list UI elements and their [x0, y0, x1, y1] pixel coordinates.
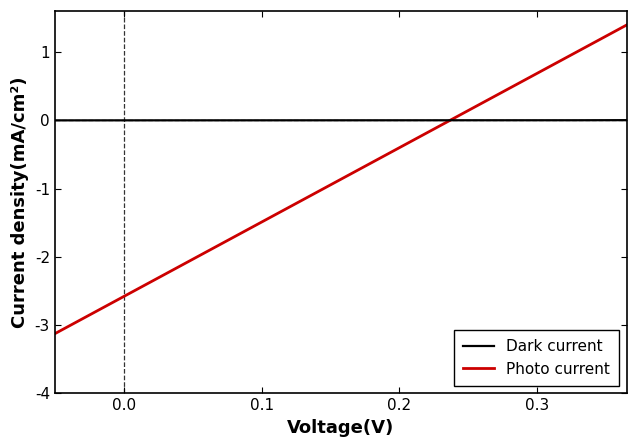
Photo current [606, 31, 614, 37]
Dark current [607, 117, 614, 123]
Line: Photo current: Photo current [55, 25, 627, 334]
Dark current [80, 118, 88, 123]
Photo current [80, 315, 88, 321]
X-axis label: Voltage(V): Voltage(V) [287, 419, 394, 437]
Legend: Dark current, Photo current: Dark current, Photo current [454, 330, 619, 386]
Dark current [623, 117, 631, 123]
Photo current [501, 88, 509, 93]
Photo current [607, 31, 614, 37]
Dark current [606, 117, 614, 123]
Photo current [623, 22, 631, 28]
Y-axis label: Current density(mA/cm²): Current density(mA/cm²) [11, 77, 29, 328]
Dark current [501, 118, 509, 123]
Photo current [314, 189, 322, 194]
Dark current [314, 118, 322, 123]
Photo current [51, 331, 59, 336]
Dark current [329, 118, 337, 123]
Photo current [329, 181, 337, 186]
Dark current [51, 118, 59, 123]
